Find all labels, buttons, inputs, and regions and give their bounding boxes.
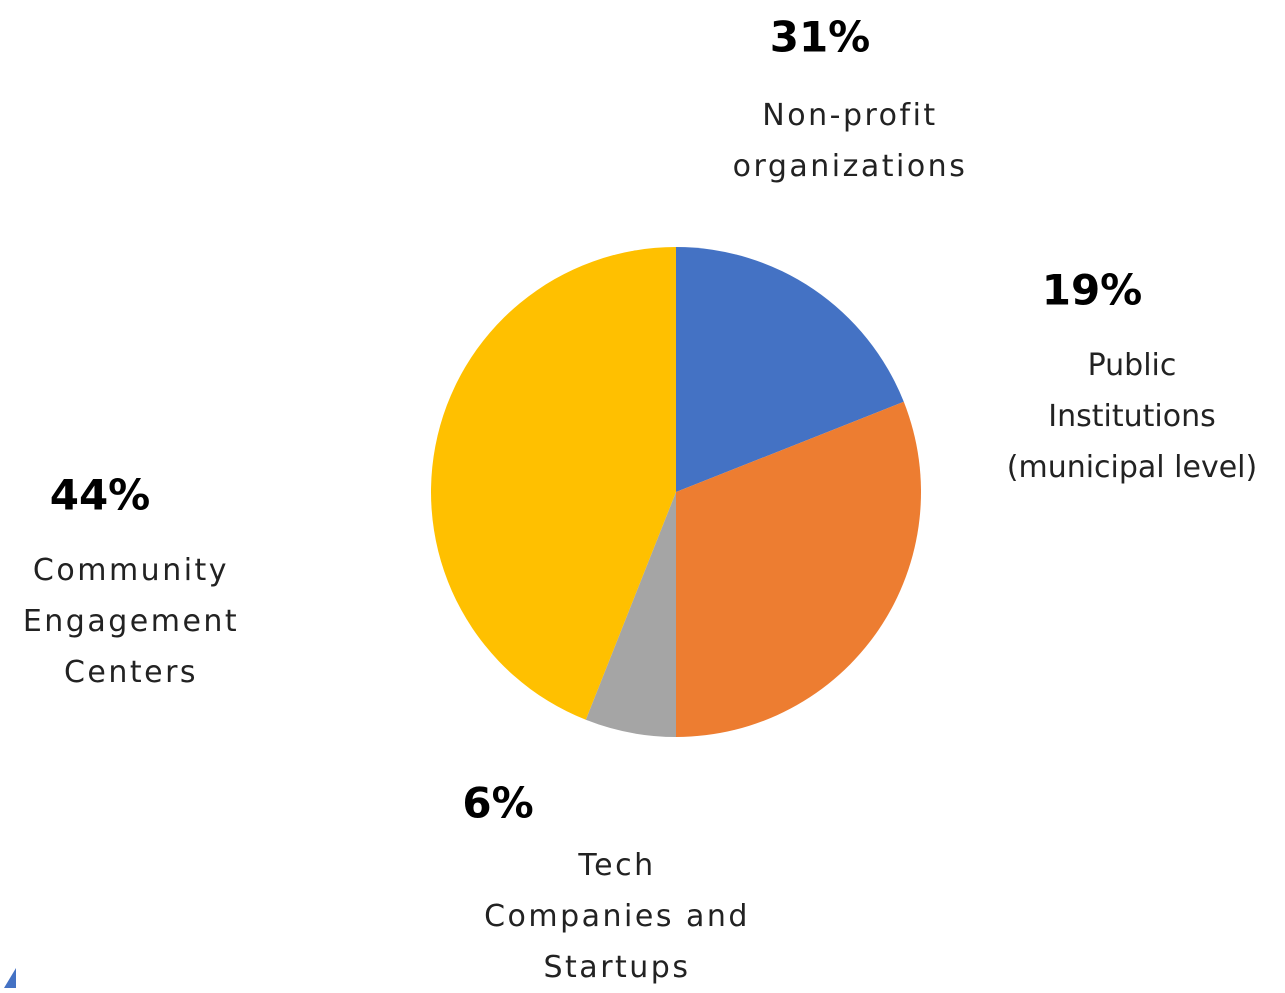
pie-slice	[585, 492, 676, 737]
corner-decoration	[4, 968, 16, 988]
category-label: Non-profit organizations	[732, 98, 968, 184]
category-label: Tech Companies and Startups	[484, 848, 750, 985]
value-label: 6%	[462, 778, 534, 828]
value-label: 44%	[49, 470, 151, 520]
category-label: Public Institutions (municipal level)	[1006, 348, 1258, 485]
pie-slice	[676, 247, 904, 492]
pie-slice	[431, 247, 676, 720]
value-label: 31%	[769, 12, 871, 62]
value-label: 19%	[1041, 265, 1143, 315]
pie-slice	[676, 401, 921, 737]
category-label: Community Engagement Centers	[22, 553, 240, 690]
